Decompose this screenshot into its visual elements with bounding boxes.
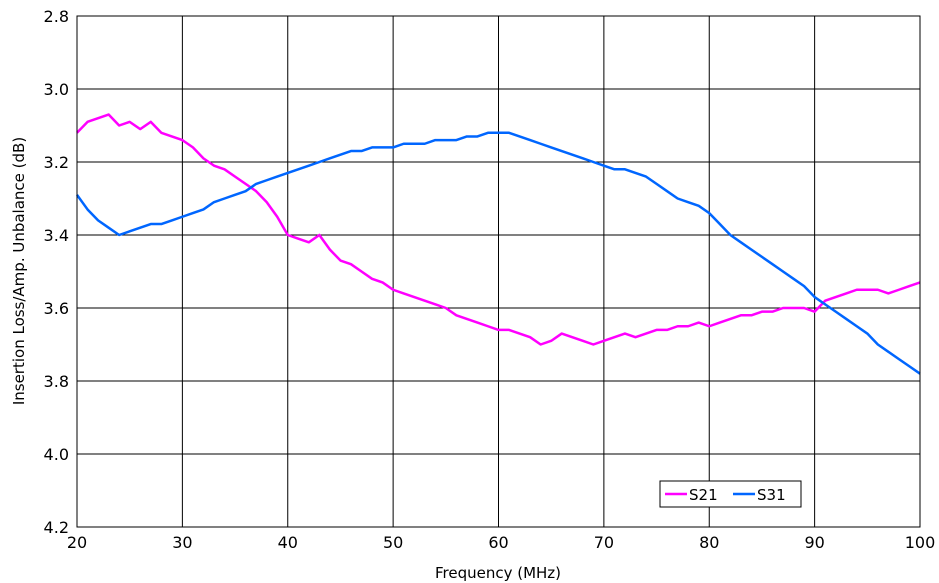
x-tick-label: 90 (804, 533, 824, 552)
y-tick-label: 4.0 (44, 445, 69, 464)
y-tick-label: 3.8 (44, 372, 69, 391)
legend-label-s31: S31 (757, 486, 786, 504)
series-lines (75, 113, 921, 375)
y-axis-ticks: 2.8 3.0 3.2 3.4 3.6 3.8 4.0 4.2 (44, 7, 69, 537)
x-tick-label: 30 (172, 533, 192, 552)
y-tick-label: 2.8 (44, 7, 69, 26)
y-axis-title: Insertion Loss/Amp. Unbalance (dB) (10, 137, 28, 405)
x-tick-label: 40 (278, 533, 298, 552)
plot-border (76, 15, 921, 528)
series-line-s31 (75, 131, 921, 375)
legend: S21 S31 (659, 480, 802, 508)
x-tick-label: 100 (905, 533, 936, 552)
y-tick-label: 3.0 (44, 80, 69, 99)
x-tick-label: 60 (488, 533, 508, 552)
x-tick-label: 80 (699, 533, 719, 552)
x-axis-ticks: 20 30 40 50 60 70 80 90 100 (67, 533, 935, 552)
x-tick-label: 70 (594, 533, 614, 552)
x-tick-label: 50 (383, 533, 403, 552)
y-tick-label: 3.4 (44, 226, 69, 245)
series-line-s21 (76, 113, 921, 346)
x-axis-title: Frequency (MHz) (435, 564, 561, 582)
y-tick-label: 3.2 (44, 153, 69, 172)
y-tick-label: 4.2 (44, 518, 69, 537)
y-tick-label: 3.6 (44, 299, 69, 318)
legend-label-s21: S21 (689, 486, 718, 504)
x-tick-label: 20 (67, 533, 87, 552)
